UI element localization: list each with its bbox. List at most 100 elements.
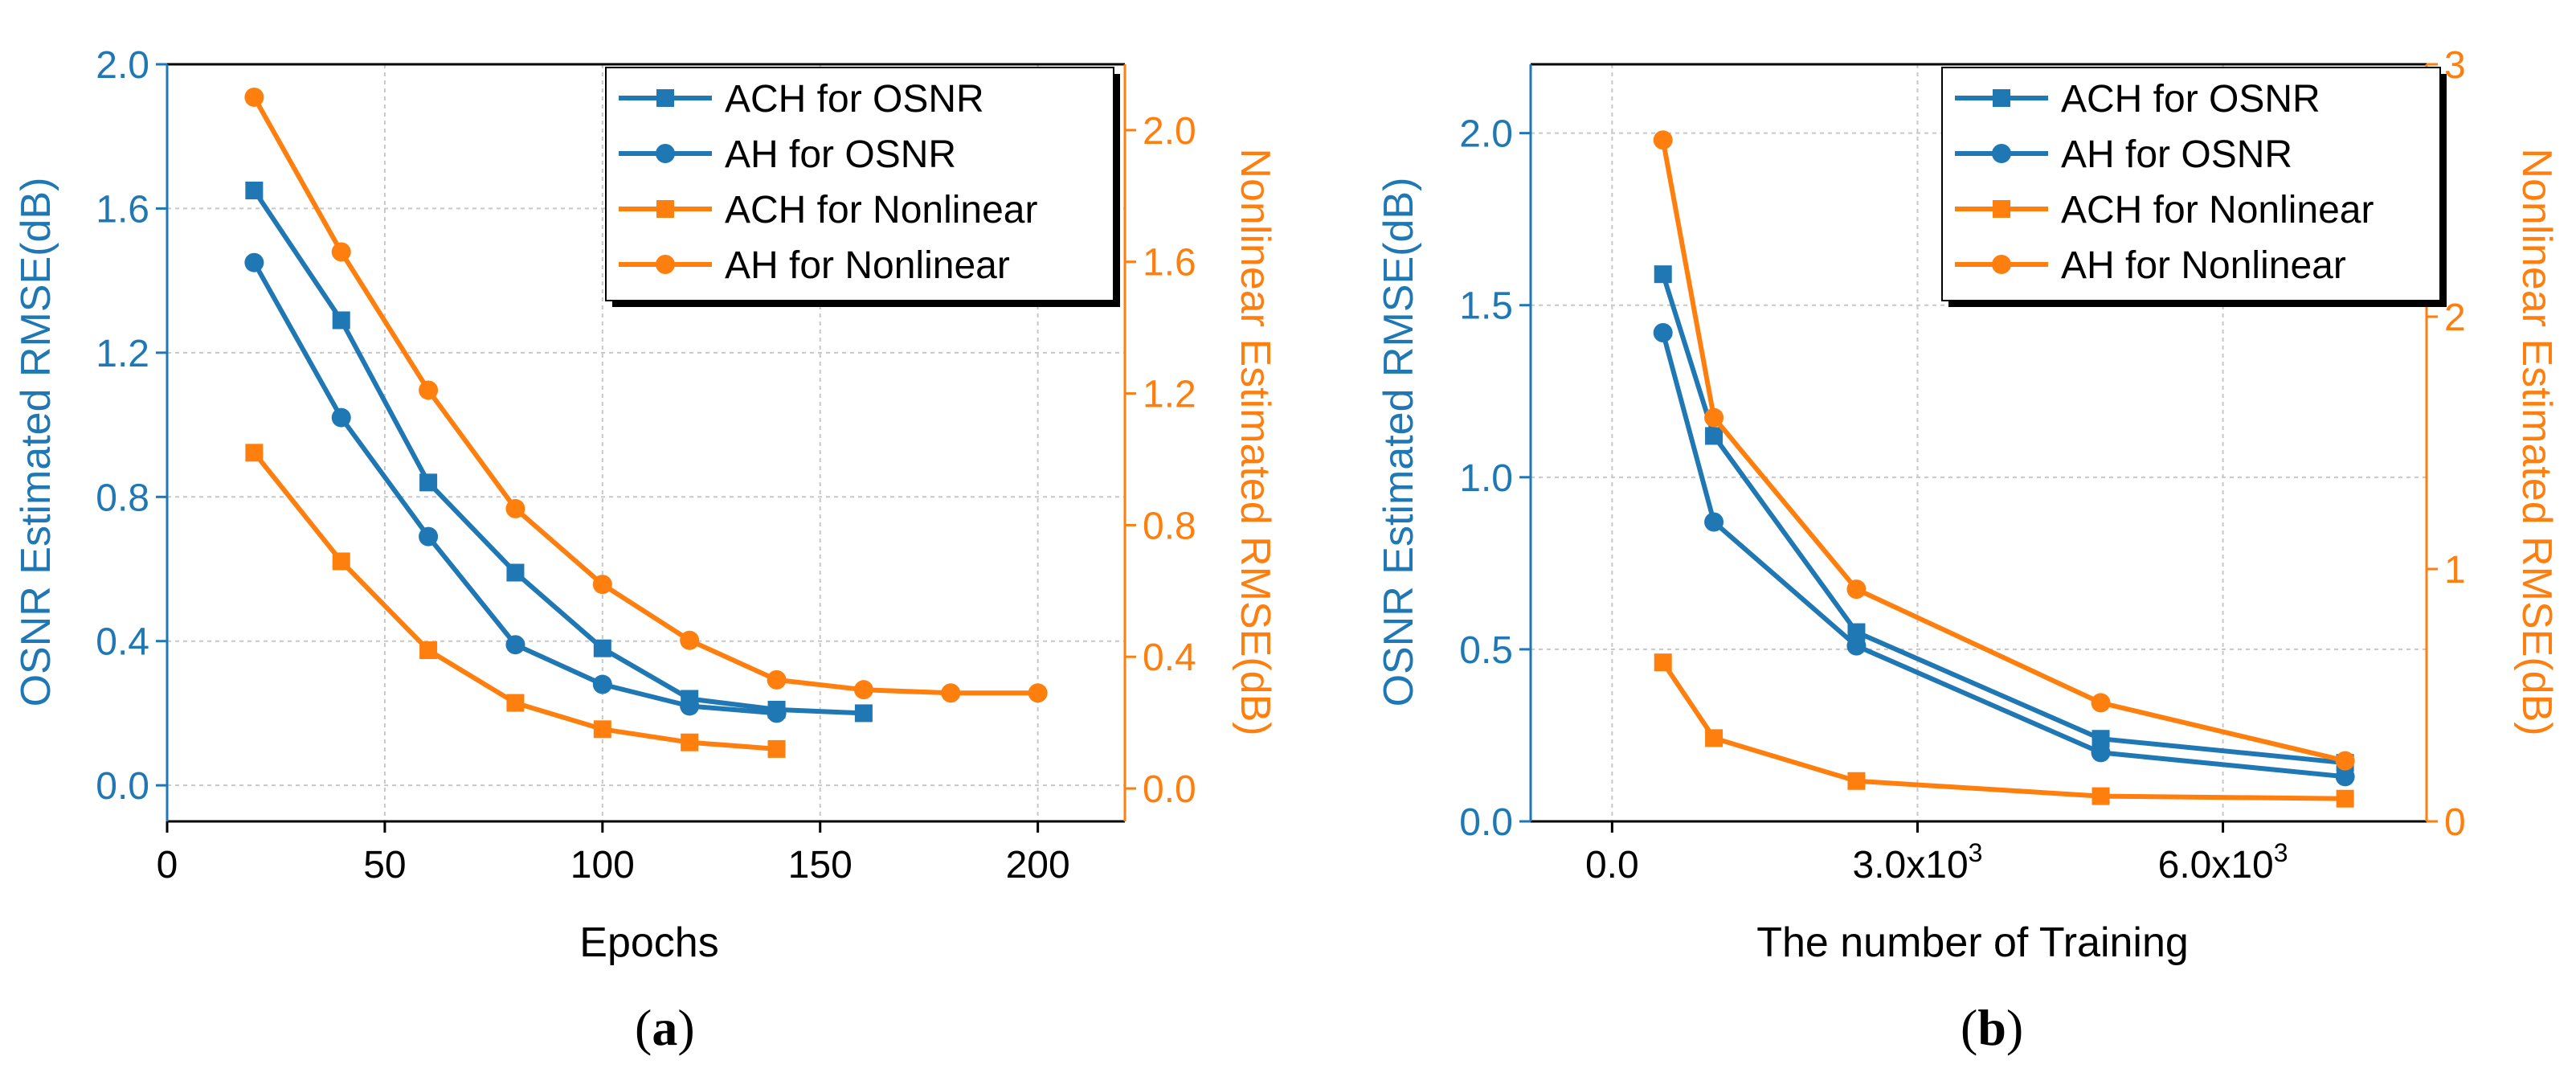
data-point-square	[2091, 787, 2110, 805]
data-point-circle	[505, 498, 525, 518]
legend-marker-circle	[656, 255, 675, 274]
chart-b: 0.0 3.0x103 6.0x103 0.0 0.5 1.0 1.5 2.0 0 1 2 3 The …	[1376, 44, 2560, 1056]
data-point-circle	[331, 242, 351, 262]
x-tick-label: 0	[157, 844, 178, 886]
data-point-square	[767, 739, 786, 758]
x-tick-label: 150	[788, 844, 853, 886]
data-point-circle	[505, 635, 525, 655]
data-point-circle	[419, 380, 439, 400]
data-point-square	[2336, 789, 2354, 808]
legend-marker-square	[1993, 200, 2010, 218]
data-point-circle	[1653, 322, 1673, 342]
data-point-circle	[680, 696, 700, 716]
subplot-label-letter: a	[652, 999, 677, 1056]
y-right-tick-label: 0.8	[1143, 505, 1196, 547]
y-left-tick-label: 1.2	[96, 333, 149, 375]
legend-label: ACH for Nonlinear	[725, 189, 1038, 231]
y-left-tick-label: 2.0	[1459, 113, 1513, 156]
data-point-circle	[1846, 636, 1867, 656]
y-right-tick-label: 3	[2444, 44, 2466, 87]
data-point-circle	[680, 630, 700, 650]
data-point-square	[332, 552, 350, 571]
y-right-tick-label: 1	[2444, 549, 2466, 592]
data-point-circle	[1846, 579, 1867, 600]
y-left-tick-label: 2.0	[96, 44, 149, 87]
data-point-square	[681, 733, 699, 751]
data-point-circle	[592, 575, 612, 595]
data-point-circle	[2091, 693, 2111, 713]
x-tick-label: 3.0x103	[1853, 838, 1983, 886]
x-tick-label: 200	[1006, 844, 1070, 886]
y-left-tick-label: 1.5	[1459, 285, 1513, 328]
data-point-circle	[941, 683, 961, 703]
y-right-tick-label: 2	[2444, 297, 2466, 339]
data-point-circle	[2335, 767, 2355, 787]
data-point-square	[332, 311, 350, 330]
data-point-circle	[767, 703, 787, 723]
legend-label: AH for OSNR	[2061, 133, 2292, 176]
legend-marker-square	[1993, 89, 2010, 107]
series-line	[1660, 273, 2345, 766]
data-point-circle	[592, 674, 612, 694]
legend-box	[1941, 67, 2441, 301]
legend-marker-square	[656, 200, 674, 218]
legend-label: AH for Nonlinear	[725, 244, 1010, 287]
data-point-square	[1847, 623, 1866, 641]
legend-marker-circle	[656, 144, 675, 163]
series-line	[1660, 332, 2345, 780]
data-point-circle	[853, 680, 873, 700]
x-tick-exponent: 3	[2274, 838, 2288, 867]
data-point-circle	[1653, 130, 1673, 150]
y-right-tick-label: 2.0	[1143, 110, 1196, 153]
subplot-label: (a)	[635, 999, 695, 1056]
x-tick-exponent: 3	[1969, 838, 1983, 867]
subplot-label-paren: (	[1961, 999, 1977, 1056]
data-point-square	[245, 182, 264, 199]
data-point-circle	[419, 526, 439, 547]
y-left-tick-label: 0.8	[96, 477, 149, 519]
data-point-circle	[244, 252, 264, 272]
data-point-square	[1654, 653, 1672, 672]
data-point-square	[854, 704, 873, 723]
data-point-circle	[244, 87, 264, 107]
y-right-tick-label: 1.6	[1143, 242, 1196, 285]
legend-label: ACH for Nonlinear	[2061, 189, 2374, 231]
y-left-tick-label: 0.0	[96, 765, 149, 808]
series-line	[251, 96, 1038, 696]
y-left-tick-label: 0.0	[1459, 801, 1513, 844]
series-line	[251, 189, 865, 716]
data-point-circle	[767, 669, 787, 690]
y-left-tick-label: 1.0	[1459, 457, 1513, 500]
data-point-circle	[2091, 743, 2111, 763]
x-tick-label: 100	[570, 844, 635, 886]
legend-label: ACH for OSNR	[725, 78, 984, 121]
data-point-square	[1705, 729, 1723, 747]
y-left-tick-label: 1.6	[96, 188, 149, 231]
legend-marker-square	[656, 89, 674, 107]
x-axis-title: The number of Training	[1756, 919, 2189, 966]
legend-label: AH for Nonlinear	[2061, 244, 2346, 287]
data-point-square	[2091, 730, 2110, 748]
data-point-square	[1705, 427, 1723, 445]
x-tick-label: 50	[363, 844, 406, 886]
y-right-axis-title: Nonlinear Estimated RMSE(dB)	[2513, 148, 2560, 735]
y-right-tick-label: 0	[2444, 801, 2466, 844]
y-left-axis-title: OSNR Estimated RMSE(dB)	[13, 178, 59, 707]
legend-marker-circle	[1992, 144, 2011, 163]
data-point-square	[506, 694, 525, 712]
y-left-axis-title: OSNR Estimated RMSE(dB)	[1376, 178, 1422, 707]
subplot-label-letter: b	[1977, 999, 2006, 1056]
y-left-tick-label: 0.5	[1459, 629, 1513, 672]
x-axis-title: Epochs	[579, 919, 718, 966]
data-point-square	[593, 720, 611, 739]
legend-box	[605, 67, 1114, 301]
x-tick-label: 0.0	[1585, 844, 1639, 886]
subplot-label-paren: (	[635, 999, 652, 1056]
data-point-square	[419, 473, 438, 492]
data-point-square	[419, 641, 438, 660]
data-point-circle	[1704, 407, 1724, 428]
data-point-square	[506, 563, 525, 582]
y-right-tick-label: 0.0	[1143, 768, 1196, 811]
subplot-label-paren: )	[2006, 999, 2023, 1056]
data-point-square	[245, 444, 264, 462]
